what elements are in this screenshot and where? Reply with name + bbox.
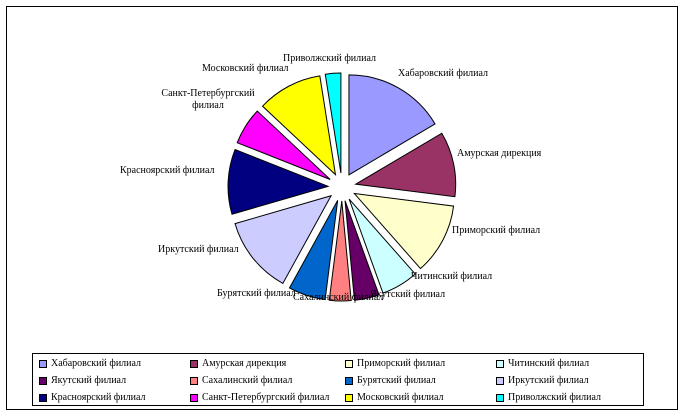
pie-slice (353, 192, 455, 270)
slice-label: Читинский филиал (411, 271, 492, 282)
slice-label: филиал (192, 100, 224, 111)
legend-swatch (496, 376, 504, 385)
legend-label: Московский филиал (357, 392, 444, 403)
pie-slice (348, 198, 416, 294)
legend-label: Хабаровский филиал (51, 358, 142, 369)
pie-slice (261, 75, 337, 176)
pie-slice (328, 200, 352, 302)
legend-item: Приволжский филиал (496, 391, 601, 404)
chart-frame (6, 6, 678, 410)
pie-slice (227, 148, 330, 215)
legend-item: Якутский филиал (39, 374, 126, 387)
legend-swatch (39, 376, 47, 385)
slice-label: Якутский филиал (370, 289, 445, 300)
legend-label: Амурская дирекция (202, 358, 287, 369)
slice-label: Приволжский филиал (283, 53, 376, 64)
legend-item: Амурская дирекция (190, 357, 286, 370)
legend-swatch (345, 393, 353, 402)
legend-item: Сахалинский филиал (190, 374, 292, 387)
legend-label: Санкт-Петербургский филиал (202, 392, 330, 403)
pie-slice (348, 74, 436, 176)
legend-item: Хабаровский филиал (39, 357, 141, 370)
legend-label: Сахалинский филиал (202, 375, 293, 386)
legend-swatch (190, 359, 198, 368)
legend-label: Приволжский филиал (508, 392, 602, 403)
legend-swatch (496, 359, 504, 368)
legend-swatch (39, 393, 47, 402)
legend-swatch (496, 393, 504, 402)
legend-swatch (345, 376, 353, 385)
pie-slice (236, 110, 331, 180)
slice-label: Иркутский филиал (158, 244, 239, 255)
legend-swatch (345, 359, 353, 368)
legend-swatch (190, 393, 198, 402)
pie-slice (354, 132, 457, 198)
slice-label: Красноярский филиал (120, 165, 215, 176)
legend-label: Читинский филиал (508, 358, 590, 369)
pie-slice (288, 200, 339, 301)
slice-label: Сахалинский филиал (293, 292, 383, 303)
legend-item: Бурятский филиал (345, 374, 436, 387)
legend-label: Красноярский филиал (51, 392, 146, 403)
legend-item: Московский филиал (345, 391, 444, 404)
legend-label: Якутский филиал (51, 375, 127, 386)
legend-item: Иркутский филиал (496, 374, 589, 387)
slice-label: Бурятский филиал (217, 288, 296, 299)
slice-label: Санкт-Петербургский (161, 88, 255, 99)
chart-legend: Хабаровский филиал Амурская дирекция Примо… (32, 353, 644, 406)
legend-swatch (39, 359, 47, 368)
legend-item: Приморский филиал (345, 357, 445, 370)
legend-label: Приморский филиал (357, 358, 446, 369)
legend-label: Бурятский филиал (357, 375, 436, 386)
legend-item: Красноярский филиал (39, 391, 146, 404)
slice-label: Московский филиал (202, 63, 289, 74)
slice-label: Хабаровский филиал (398, 68, 488, 79)
legend-item: Читинский филиал (496, 357, 589, 370)
legend-item: Санкт-Петербургский филиал (190, 391, 329, 404)
pie-slice (234, 194, 333, 285)
pie-slice (324, 72, 342, 174)
slice-label: Приморский филиал (452, 225, 540, 236)
slice-label: Амурская дирекция (457, 148, 542, 159)
pie-slice (344, 200, 380, 301)
legend-label: Иркутский филиал (508, 375, 589, 386)
legend-swatch (190, 376, 198, 385)
